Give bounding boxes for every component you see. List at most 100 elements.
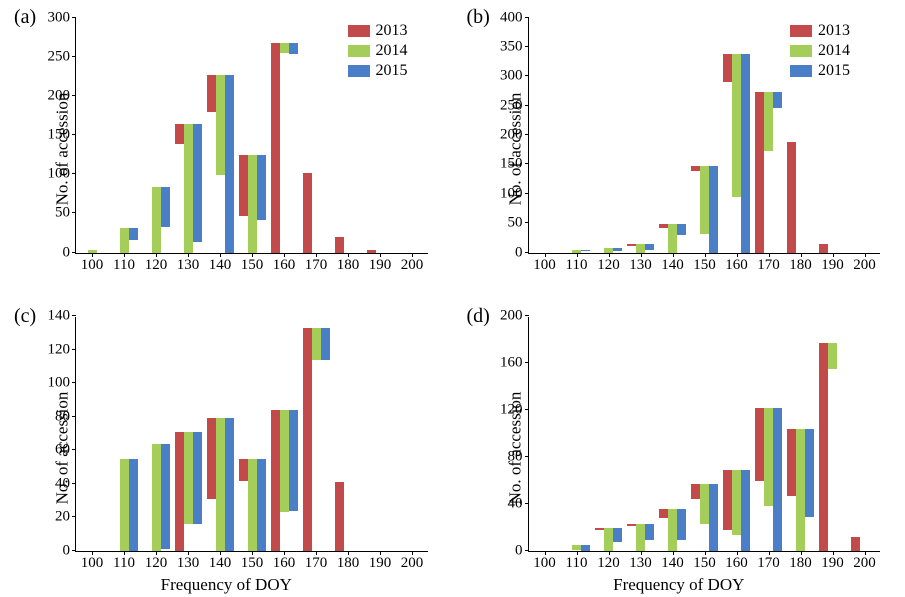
bar-group: [239, 459, 266, 551]
bar-2014: [636, 244, 645, 252]
y-tick-label: 100: [48, 375, 77, 392]
bar-2014: [604, 528, 613, 552]
bar-2013: [207, 75, 216, 113]
bar-group: [659, 509, 686, 551]
bar-2015: [613, 248, 622, 251]
x-tick-mark: [801, 253, 802, 257]
bar-2014: [152, 187, 161, 253]
x-tick-mark: [545, 551, 546, 555]
legend-label: 2015: [376, 62, 408, 80]
bar-2014: [700, 166, 709, 235]
bar-2013: [303, 173, 312, 253]
y-tick-label: 60: [55, 442, 76, 459]
x-tick-mark: [252, 253, 253, 257]
bar-2014: [668, 509, 677, 551]
y-tick-label: 50: [508, 215, 529, 232]
legend-label: 2014: [376, 42, 408, 60]
bar-group: [691, 166, 718, 253]
bar-2013: [659, 224, 668, 229]
y-tick-mark: [72, 483, 76, 484]
x-tick-mark: [865, 253, 866, 257]
x-tick-mark: [188, 253, 189, 257]
y-tick-mark: [72, 349, 76, 350]
bar-group: [851, 537, 878, 551]
legend-item: 2015: [790, 62, 850, 80]
x-tick-mark: [641, 551, 642, 555]
bar-group: [787, 429, 814, 551]
bar-2015: [289, 410, 298, 511]
x-tick-mark: [609, 551, 610, 555]
x-tick-mark: [252, 551, 253, 555]
bar-group: [335, 482, 362, 551]
x-tick-mark: [316, 253, 317, 257]
bar-2014: [572, 250, 581, 253]
legend-swatch: [348, 65, 370, 77]
bar-2013: [819, 343, 828, 551]
bar-2015: [645, 244, 654, 250]
bar-2014: [732, 470, 741, 535]
y-tick-label: 160: [500, 355, 529, 372]
legend-swatch: [790, 65, 812, 77]
y-tick-mark: [525, 193, 529, 194]
x-tick-mark: [705, 253, 706, 257]
y-tick-label: 0: [63, 543, 77, 560]
x-tick-mark: [92, 551, 93, 555]
legend-item: 2013: [790, 22, 850, 40]
x-tick-mark: [577, 253, 578, 257]
y-tick-label: 120: [48, 341, 77, 358]
y-tick-mark: [525, 222, 529, 223]
bar-2014: [700, 484, 709, 524]
y-tick-mark: [72, 516, 76, 517]
bar-2015: [677, 509, 686, 541]
bar-2013: [175, 432, 184, 551]
y-tick-mark: [72, 134, 76, 135]
legend: 201320142015: [790, 22, 850, 80]
x-tick-mark: [124, 551, 125, 555]
bar-group: [627, 524, 654, 551]
x-tick-mark: [124, 253, 125, 257]
plot-area: 0204060801001201401001101201301401501601…: [75, 317, 428, 553]
bar-2015: [581, 545, 590, 551]
panel-d: (d)No. of accessionFrequency of DOY04080…: [453, 299, 905, 597]
panel-label: (c): [14, 305, 36, 328]
bar-group: [563, 250, 590, 253]
x-tick-mark: [865, 551, 866, 555]
x-tick-mark: [705, 551, 706, 555]
bar-group: [595, 528, 622, 552]
chart-grid: (a)No. of accession050100150200250300100…: [0, 0, 905, 597]
x-tick-mark: [156, 253, 157, 257]
x-tick-mark: [833, 551, 834, 555]
bar-2013: [723, 54, 732, 82]
legend-swatch: [348, 25, 370, 37]
x-tick-mark: [737, 551, 738, 555]
bar-2014: [280, 410, 289, 512]
x-tick-mark: [348, 551, 349, 555]
bar-2013: [755, 92, 764, 252]
x-tick-mark: [92, 253, 93, 257]
bar-2013: [723, 470, 732, 530]
bar-2013: [271, 410, 280, 551]
y-tick-label: 250: [500, 97, 529, 114]
x-tick-mark: [769, 551, 770, 555]
bar-group: [335, 237, 362, 253]
bar-2013: [367, 250, 376, 252]
bar-group: [755, 92, 782, 252]
bar-2015: [613, 528, 622, 542]
bar-2013: [239, 155, 248, 216]
bar-2013: [175, 124, 184, 144]
panel-label: (b): [467, 6, 490, 29]
bar-group: [659, 224, 686, 253]
y-tick-mark: [72, 315, 76, 316]
bar-2014: [764, 408, 773, 507]
y-tick-mark: [525, 550, 529, 551]
x-tick-mark: [737, 253, 738, 257]
x-tick-mark: [156, 551, 157, 555]
x-tick-mark: [412, 551, 413, 555]
bar-group: [175, 432, 202, 551]
bar-group: [819, 343, 846, 551]
x-tick-mark: [220, 551, 221, 555]
y-tick-mark: [72, 17, 76, 18]
x-tick-mark: [380, 253, 381, 257]
bar-2015: [773, 408, 782, 551]
bar-group: [111, 459, 138, 551]
